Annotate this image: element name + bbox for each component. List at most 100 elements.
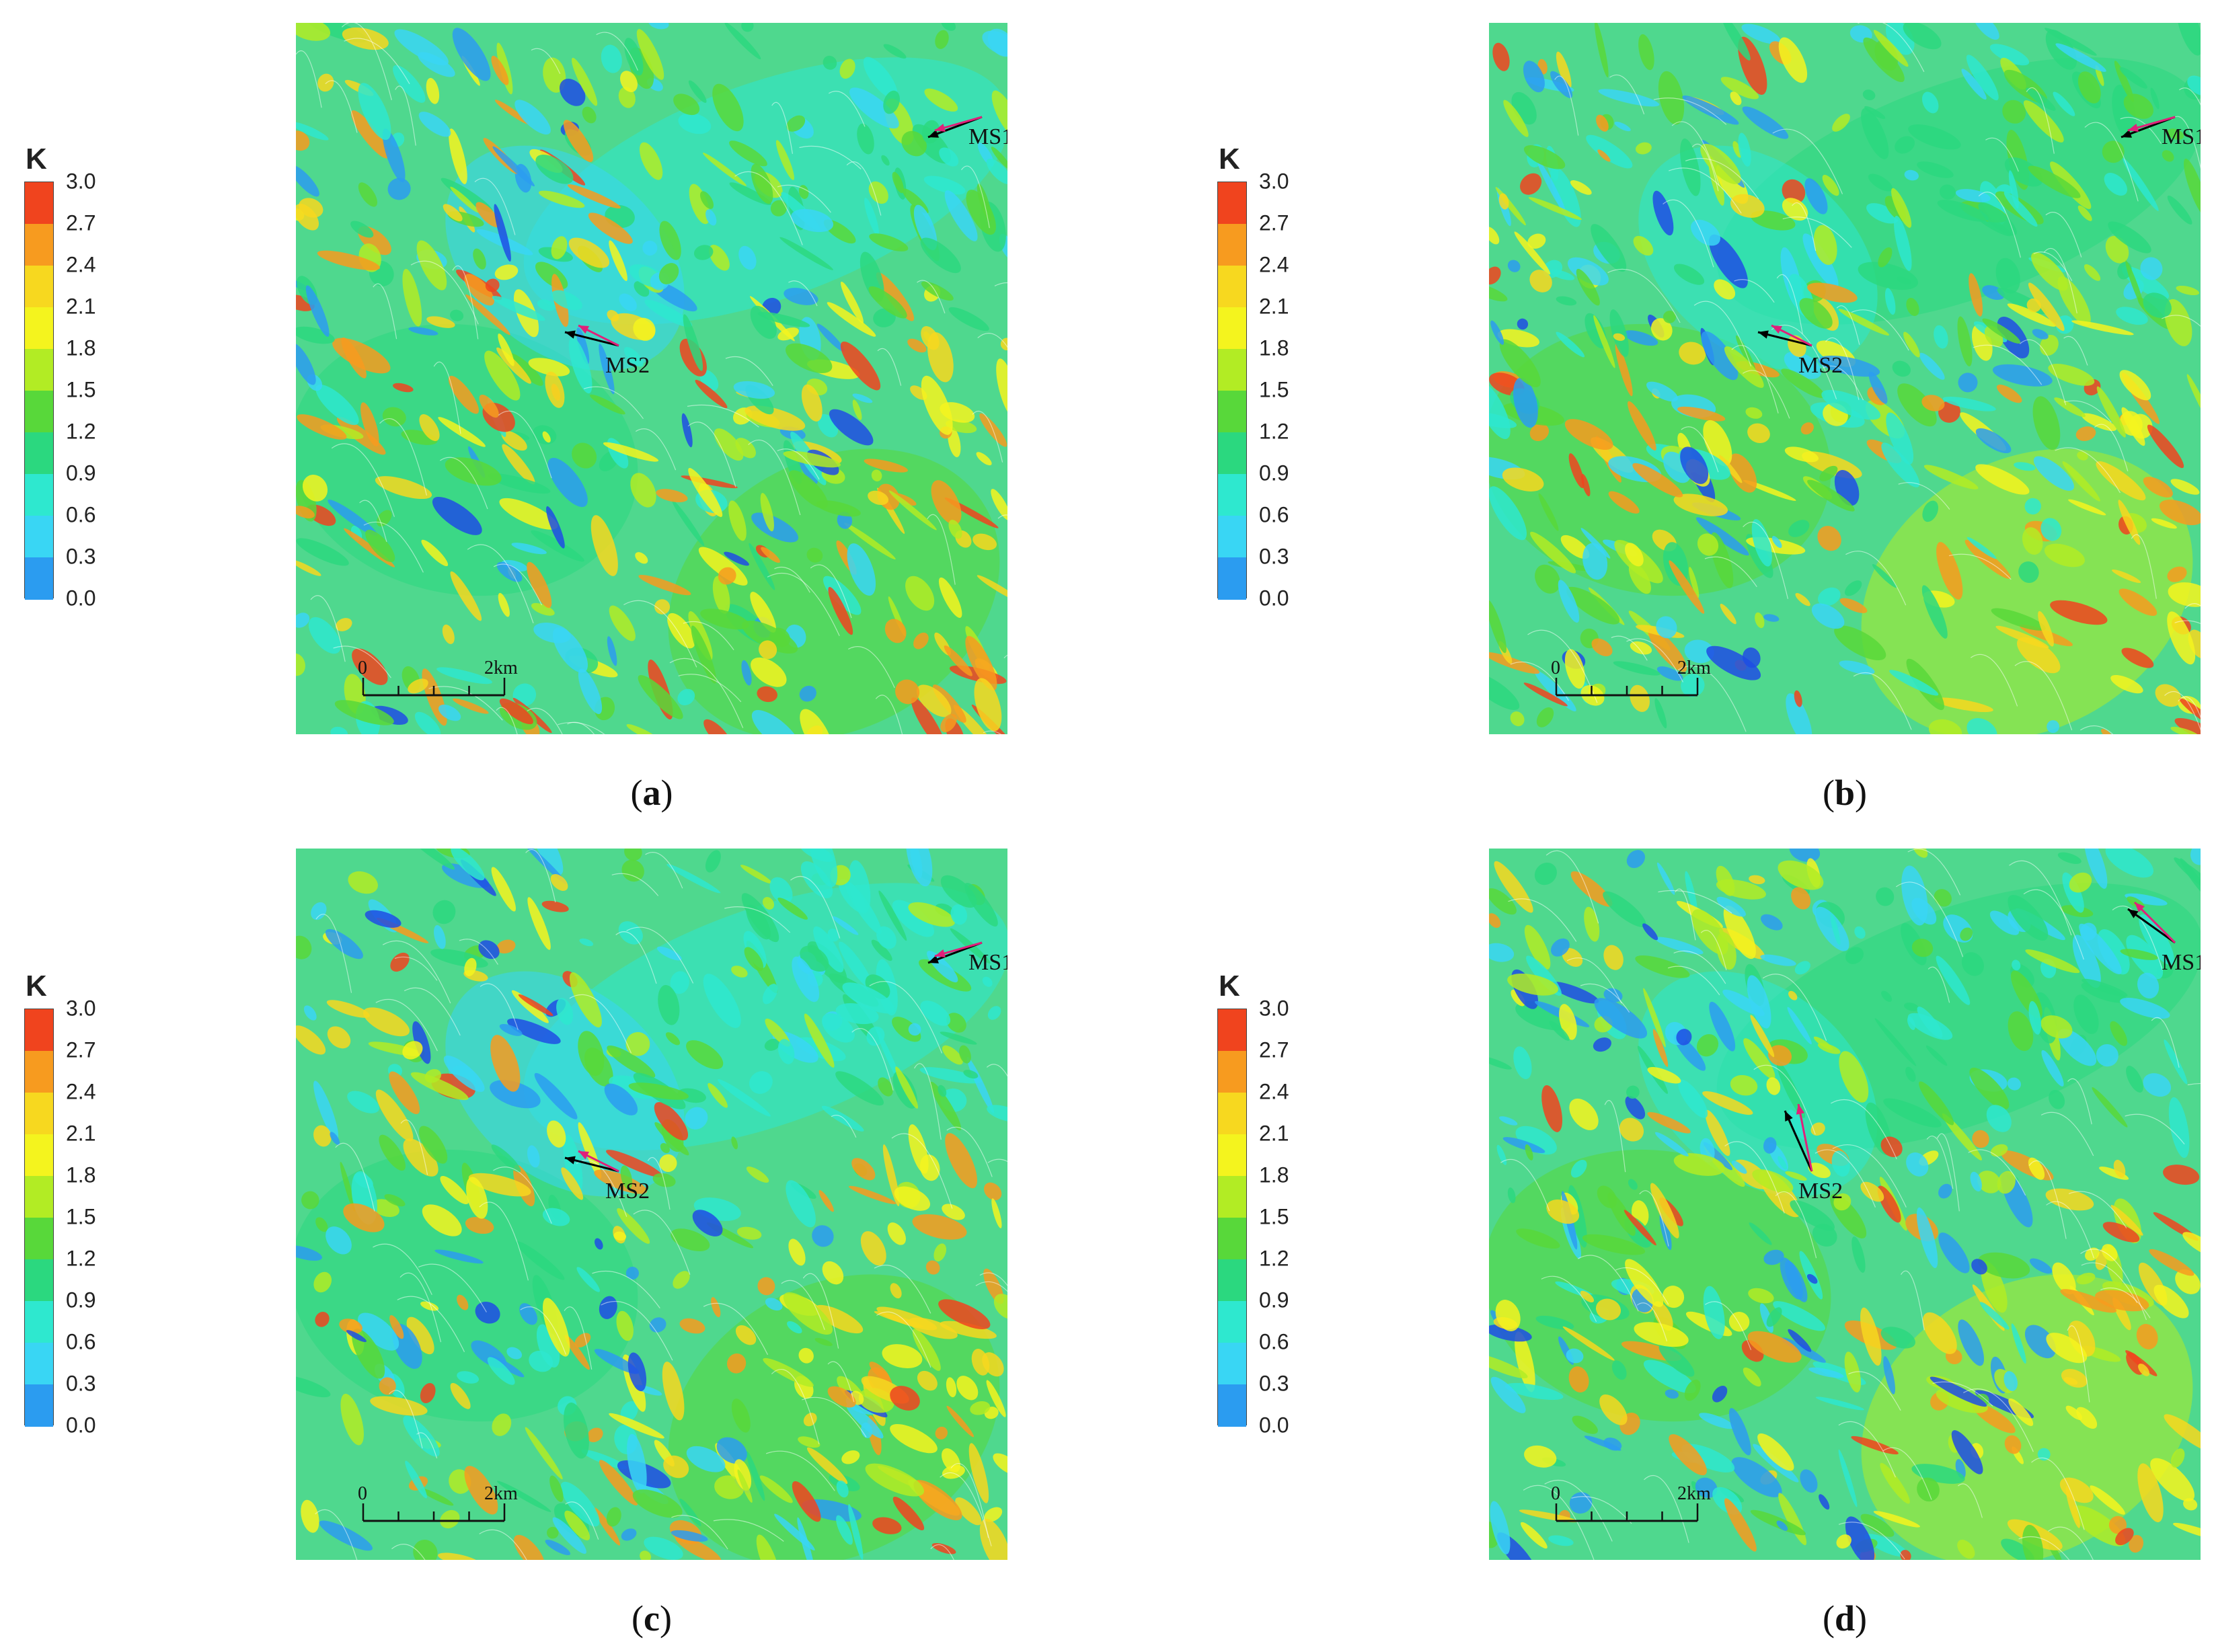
map-blob	[1650, 318, 1673, 341]
contour-line	[687, 404, 759, 428]
contour-line	[439, 457, 488, 510]
map-blob	[2175, 1269, 2201, 1294]
station-label-ms1: MS1	[2162, 124, 2201, 149]
contour-line	[1851, 309, 1909, 351]
map-blob	[2136, 1324, 2158, 1349]
map-blob	[991, 90, 1007, 139]
contour-line	[1776, 274, 1803, 334]
map-blob	[625, 1031, 650, 1056]
map-blob	[1778, 860, 1824, 890]
map-blob	[568, 237, 610, 268]
contour-line	[777, 184, 831, 213]
map-blob	[599, 1460, 638, 1506]
map-blob	[1831, 1150, 1850, 1177]
map-blob	[341, 337, 367, 379]
map-blob	[1979, 1302, 2010, 1330]
map-blob	[1677, 406, 1726, 422]
map-blob	[362, 1007, 410, 1037]
legend-swatch	[1218, 1343, 1246, 1385]
colorbar-legend-b: K 3.0 2.7 2.4 2.1 1.8 1.5 1.2 0.9 0.6 0.3 0.0	[1217, 143, 1305, 613]
contour-line	[1900, 1270, 1925, 1331]
map-blob	[627, 1433, 647, 1494]
map-blob	[382, 128, 406, 182]
map-blob	[567, 184, 621, 209]
map-blob	[1834, 625, 1886, 661]
map-blob	[946, 1405, 975, 1438]
legend-swatch	[1218, 391, 1246, 433]
map-blob	[296, 506, 315, 518]
map-blob	[711, 1297, 721, 1318]
map-blob	[2017, 637, 2061, 674]
map-blob	[775, 140, 794, 180]
scale-bar-start-label: 0	[358, 1483, 367, 1504]
map-blob	[908, 902, 955, 927]
map-blob	[1730, 91, 1742, 106]
contour-line	[2125, 1113, 2185, 1145]
contour-line	[1671, 121, 1720, 186]
map-blob	[1489, 1056, 1512, 1070]
map-blob	[464, 957, 477, 977]
map-blob	[1596, 114, 1609, 132]
legend-swatch	[25, 1176, 53, 1218]
map-blob	[1904, 169, 1919, 181]
map-blob	[1908, 124, 1961, 150]
map-blob	[783, 1292, 833, 1335]
contour-line	[1545, 850, 1599, 924]
ms2-arrow-head	[1758, 330, 1769, 339]
map-blob	[1905, 1066, 1916, 1082]
map-blob	[751, 163, 773, 204]
map-blob	[379, 1377, 396, 1395]
map-blob	[1716, 896, 1746, 917]
map-blob	[731, 1136, 738, 1150]
map-blob	[964, 883, 998, 927]
contour-line	[2040, 1111, 2094, 1156]
map-blob	[2058, 1029, 2097, 1066]
map-blob	[1550, 982, 1599, 1004]
map-blob	[1000, 338, 1007, 351]
map-blob	[1747, 423, 1770, 444]
map-blob	[420, 1383, 436, 1403]
contour-line	[531, 48, 561, 75]
legend-swatch	[1218, 1134, 1246, 1177]
map-blob	[2032, 396, 2061, 450]
contour-line	[2178, 87, 2201, 106]
contour-line	[1510, 662, 1570, 701]
map-blob	[959, 1045, 971, 1064]
map-blob	[2004, 157, 2043, 187]
legend-swatch	[25, 1343, 53, 1385]
legend-swatch	[1218, 432, 1246, 475]
map-blob	[546, 506, 565, 549]
map-blob	[301, 1499, 319, 1533]
map-blob	[798, 1436, 820, 1448]
contour-line	[777, 448, 820, 480]
map-blob	[347, 1091, 379, 1113]
panel-label-b: (b)	[1822, 773, 1868, 813]
map-blob	[450, 186, 479, 213]
map-blob	[409, 849, 455, 870]
map-blob	[325, 929, 363, 959]
map-blob	[848, 1503, 864, 1560]
map-zone	[1638, 971, 1878, 1197]
map-blob	[1628, 1179, 1638, 1190]
map-blob	[1745, 407, 1763, 419]
map-blob	[2065, 1486, 2080, 1528]
contour-line	[1882, 1447, 1932, 1500]
map-blob	[1489, 266, 1501, 285]
map-blob	[942, 1448, 960, 1472]
map-blob	[1747, 1331, 1802, 1363]
contour-line	[310, 595, 346, 662]
map-blob	[2029, 1258, 2053, 1274]
map-blob	[464, 274, 494, 306]
contour-line	[375, 998, 438, 1052]
map-blob	[929, 1081, 962, 1131]
map-blob	[1517, 318, 1529, 330]
map-blob	[808, 849, 838, 888]
map-blob	[319, 1520, 373, 1551]
legend-swatch	[1218, 349, 1246, 391]
map-blob	[759, 1475, 793, 1503]
contour-line	[1743, 521, 1788, 599]
map-blob	[586, 1427, 603, 1442]
map-blob	[315, 1217, 328, 1232]
map-blob	[334, 700, 394, 725]
map-blob	[2115, 1528, 2134, 1546]
